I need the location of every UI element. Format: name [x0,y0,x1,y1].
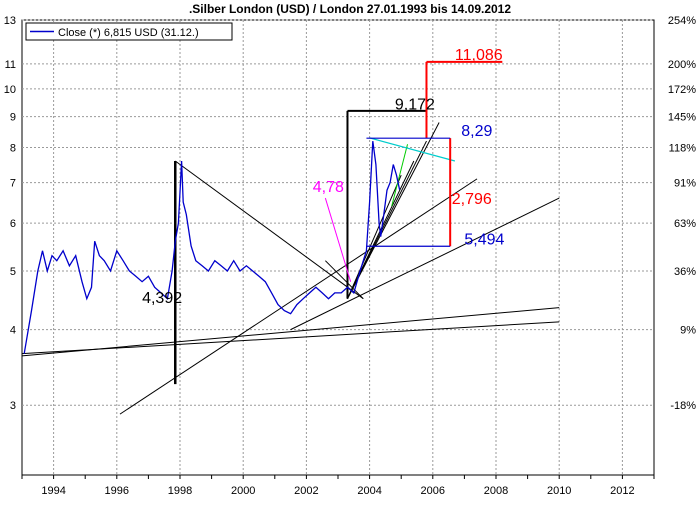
y-tick-label-left: 11 [5,59,16,71]
y-tick-label-right: 200% [668,59,696,71]
trendline [347,175,402,299]
y-tick-label-right: 91% [674,178,696,190]
trendline [325,260,364,300]
chart-title: .Silber London (USD) / London 27.01.1993… [189,2,511,16]
y-tick-label-left: 3 [10,400,16,412]
y-tick-label-left: 6 [10,218,16,230]
legend-box [25,22,233,41]
annotation-label: 8,29 [461,123,492,140]
trendline [290,197,560,331]
annotation-label: 4,392 [142,290,182,307]
axes-layer: 3 4 5 6 7 8 9 10 11 13 254% 200% 172% 145% 118% 91% 63% 3… [4,15,696,497]
x-tick-label: 2004 [357,485,381,497]
y-tick-label-right: -18% [670,400,696,412]
x-tick-label: 2008 [484,485,508,497]
x-tick-label: 2000 [231,485,255,497]
trendline-layer [21,60,560,415]
x-tick-label: 2002 [294,485,318,497]
legend: Close (*) 6,815 USD (31.12.) [25,22,233,41]
y-tick-label-left: 7 [10,178,16,190]
y-tick-label-left: 10 [4,84,16,96]
y-tick-label-right: 63% [674,218,696,230]
annotation-label: 5,494 [464,231,504,248]
y-tick-label-right: 145% [668,112,696,124]
x-tick-label: 2010 [547,485,571,497]
annotation-label: 4,78 [313,179,344,196]
series-layer [23,141,401,354]
pointer-line [324,197,352,282]
y-tick-label-left: 13 [4,15,16,27]
x-tick-label: 2006 [421,485,445,497]
annotation-label: 11,086 [455,47,503,64]
y-tick-label-left: 9 [10,112,16,124]
trendline [174,160,364,300]
annotation-layer: 11,086 9,172 8,29 2,796 5,494 4,78 4,392 [142,47,504,307]
x-tick-label: 1994 [41,485,65,497]
trendline [21,321,560,355]
y-tick-label-left: 5 [10,266,16,278]
trendline-green [391,144,409,207]
legend-label: Close (*) 6,815 USD (31.12.) [58,27,199,39]
y-tick-label-right: 118% [669,143,697,155]
y-tick-label-right: 172% [668,84,696,96]
trendline [119,178,478,415]
x-tick-label: 2012 [610,485,634,497]
annotation-label: 2,796 [452,191,492,208]
grid-layer [21,19,655,476]
x-tick-label: 1998 [168,485,192,497]
series-line [23,141,401,354]
y-tick-label-left: 8 [10,143,16,155]
trendline-cyan [369,137,456,162]
trendline [21,307,560,357]
y-tick-label-right: 36% [674,266,696,278]
y-tick-label-right: 254% [668,15,696,27]
plot-frame [21,19,655,476]
annotation-label: 9,172 [395,97,435,114]
x-tick-label: 1996 [105,485,129,497]
y-tick-label-left: 4 [10,325,16,337]
y-tick-label-right: 9% [680,325,696,337]
